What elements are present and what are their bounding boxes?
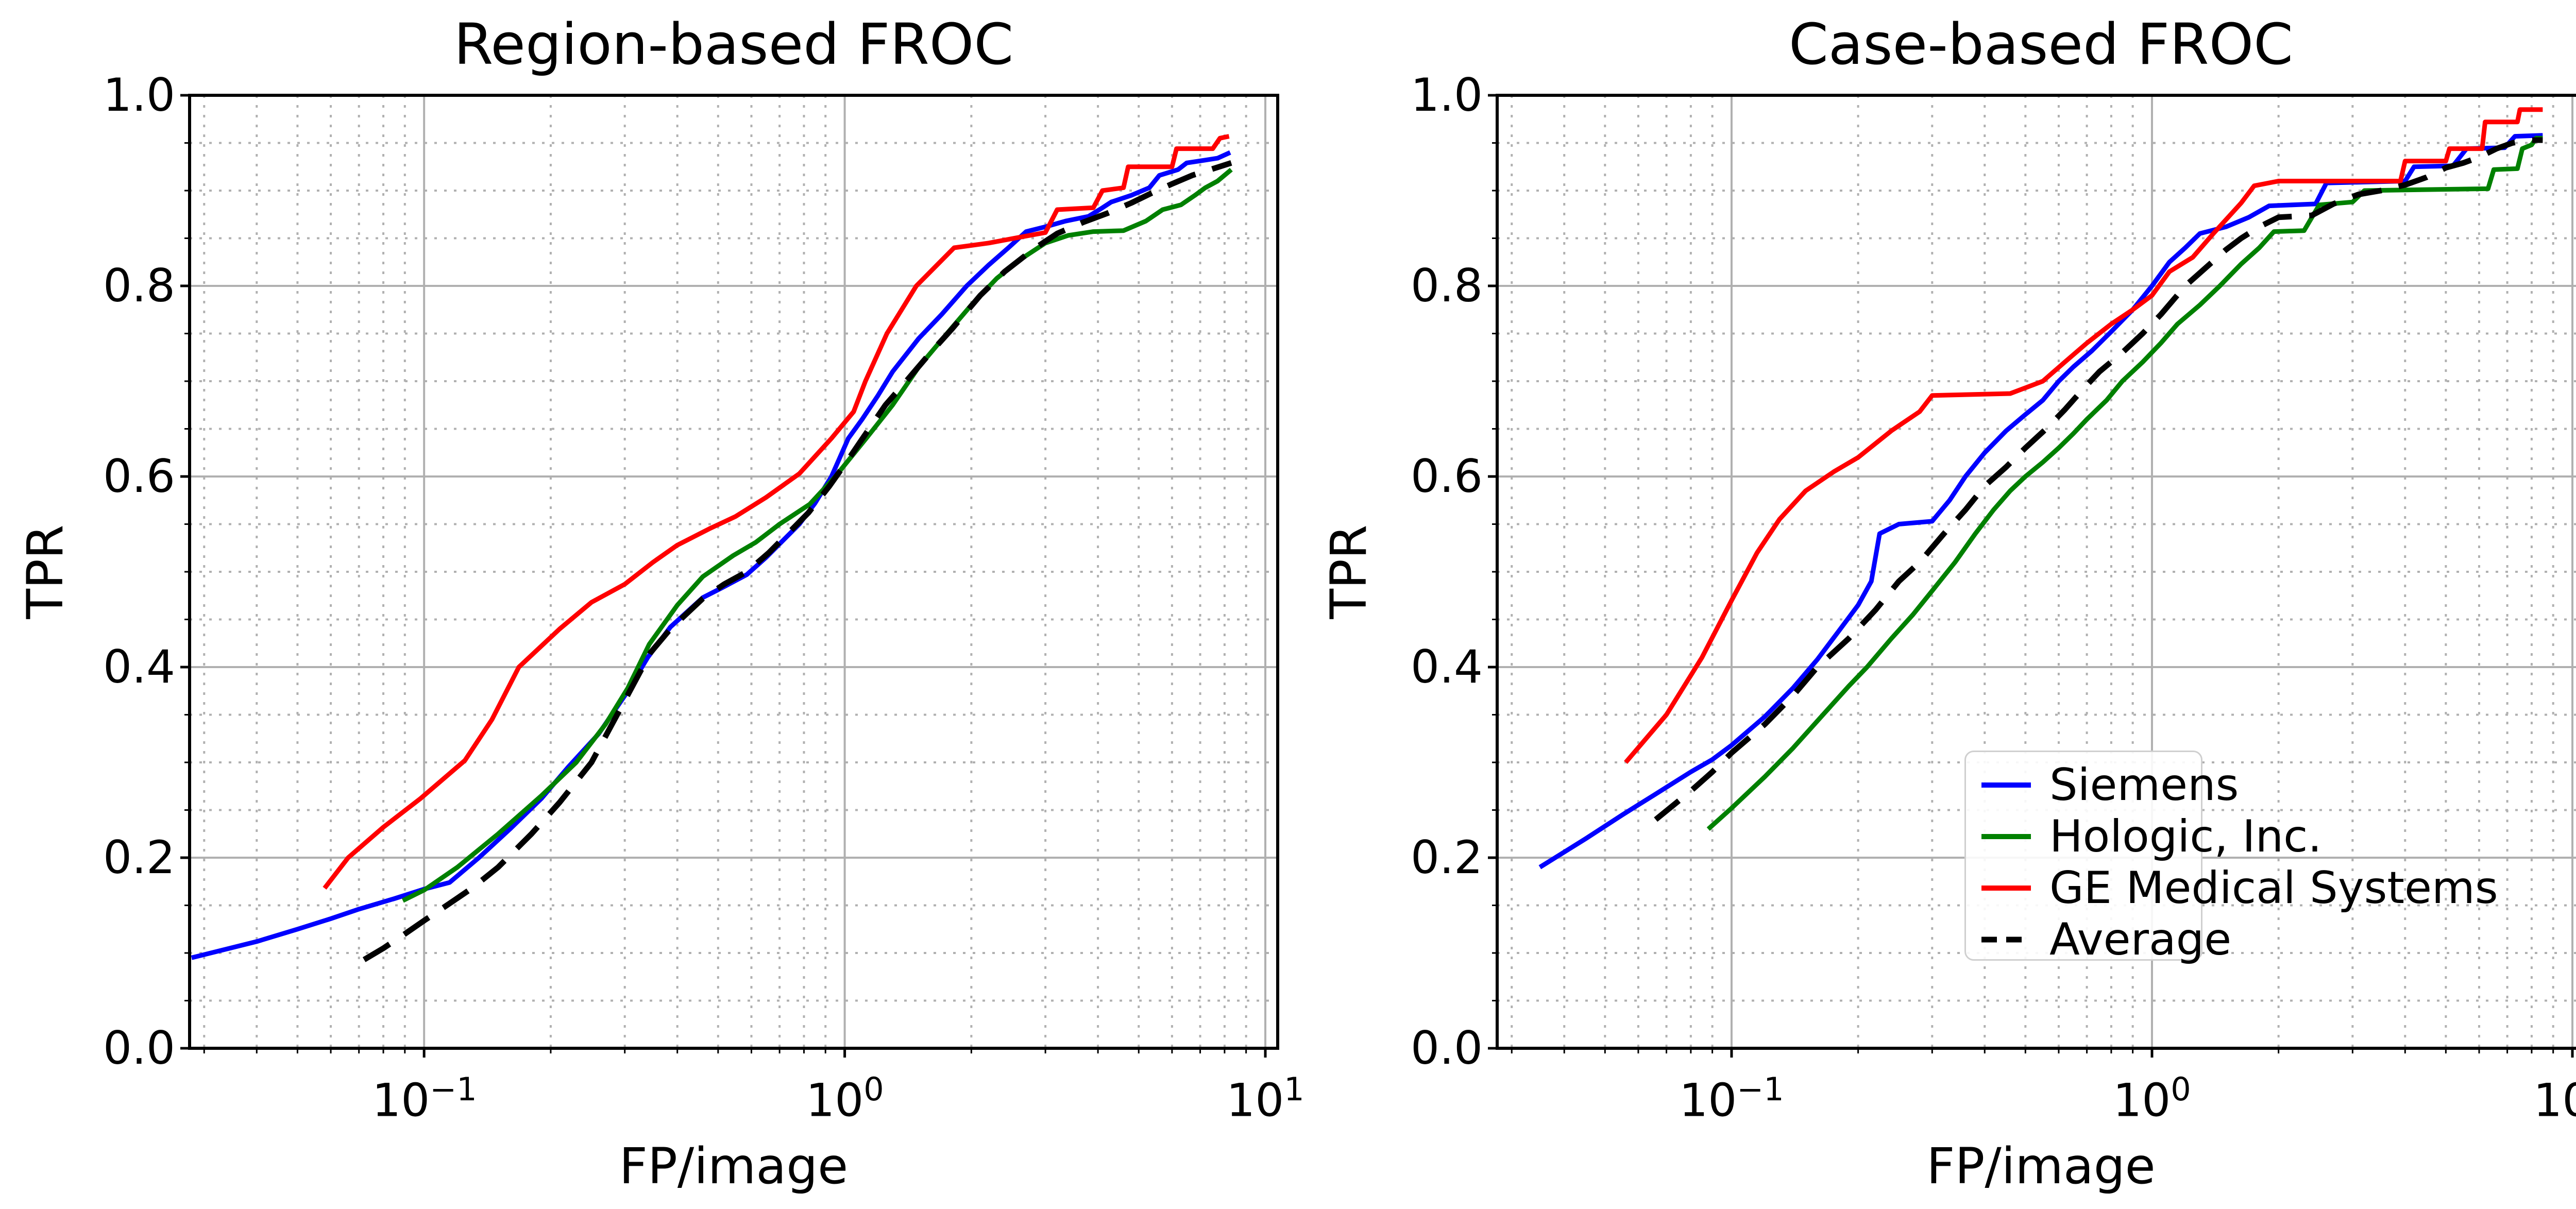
legend-label-siemens: Siemens [2049,759,2239,811]
grid-major [190,95,1278,1048]
left-ytick-0.0: 0.0 [103,1021,175,1075]
series-line-hologic-inc- [401,167,1233,903]
series-line-ge-medical-systems [1624,107,2543,764]
legend-item-siemens: Siemens [1980,759,2239,811]
right-plot-title: Case-based FROC [1789,11,2293,77]
legend-item-ge: GE Medical Systems [1980,862,2498,914]
legend-label-average: Average [2049,914,2232,965]
series-line-hologic-inc- [1706,135,2543,831]
left-xtick-0.1: 10−1 [372,1070,477,1127]
left-ytick-0.6: 0.6 [103,450,175,503]
ge-line-swatch [1981,886,2031,891]
right-xtick-10: 101 [2533,1074,2576,1127]
right-ytick-0.6: 0.6 [1411,450,1483,503]
left-plot-title: Region-based FROC [453,11,1014,77]
left-xtick-10: 101 [1226,1070,1304,1127]
series-line-ge-medical-systems [323,134,1230,890]
right-ylabel: TPR [1320,524,1378,619]
region-froc-plot-area [180,94,1279,1058]
series-group [1538,107,2543,870]
case-froc-plot-area [1488,94,2576,1058]
right-ytick-1.0: 1.0 [1411,69,1483,122]
left-ytick-0.8: 0.8 [103,259,175,312]
left-ytick-1.0: 1.0 [103,69,175,122]
axes-spines [1496,94,2576,1050]
left-ytick-0.2: 0.2 [103,831,175,884]
right-xlabel: FP/image [1926,1137,2156,1195]
left-xlabel: FP/image [619,1137,849,1195]
siemens-line-swatch [1981,782,2031,788]
right-ytick-0.2: 0.2 [1411,831,1483,884]
right-ytick-0.8: 0.8 [1411,259,1483,312]
series-group [191,134,1233,962]
legend-item-hologic: Hologic, Inc. [1980,811,2322,862]
left-xtick-1: 100 [806,1070,884,1127]
series-line-siemens [191,150,1231,960]
left-ytick-0.4: 0.4 [103,640,175,693]
axes-spines [188,94,1279,1050]
right-ytick-0.0: 0.0 [1411,1021,1483,1075]
grid-minor [190,95,1278,1048]
right-xtick-1: 100 [2113,1070,2191,1127]
left-ylabel: TPR [16,524,74,619]
series-line-average [1654,137,2543,822]
hologic-line-swatch [1981,834,2031,839]
series-line-average [362,160,1232,962]
average-dashed-line-swatch [1981,936,2031,943]
legend-label-ge: GE Medical Systems [2049,862,2498,914]
right-xtick-0.1: 10−1 [1679,1070,1784,1127]
legend: Siemens Hologic, Inc. GE Medical Systems… [1964,751,2498,965]
right-ytick-0.4: 0.4 [1411,640,1483,693]
legend-label-hologic: Hologic, Inc. [2049,811,2322,862]
legend-item-average: Average [1980,914,2231,965]
